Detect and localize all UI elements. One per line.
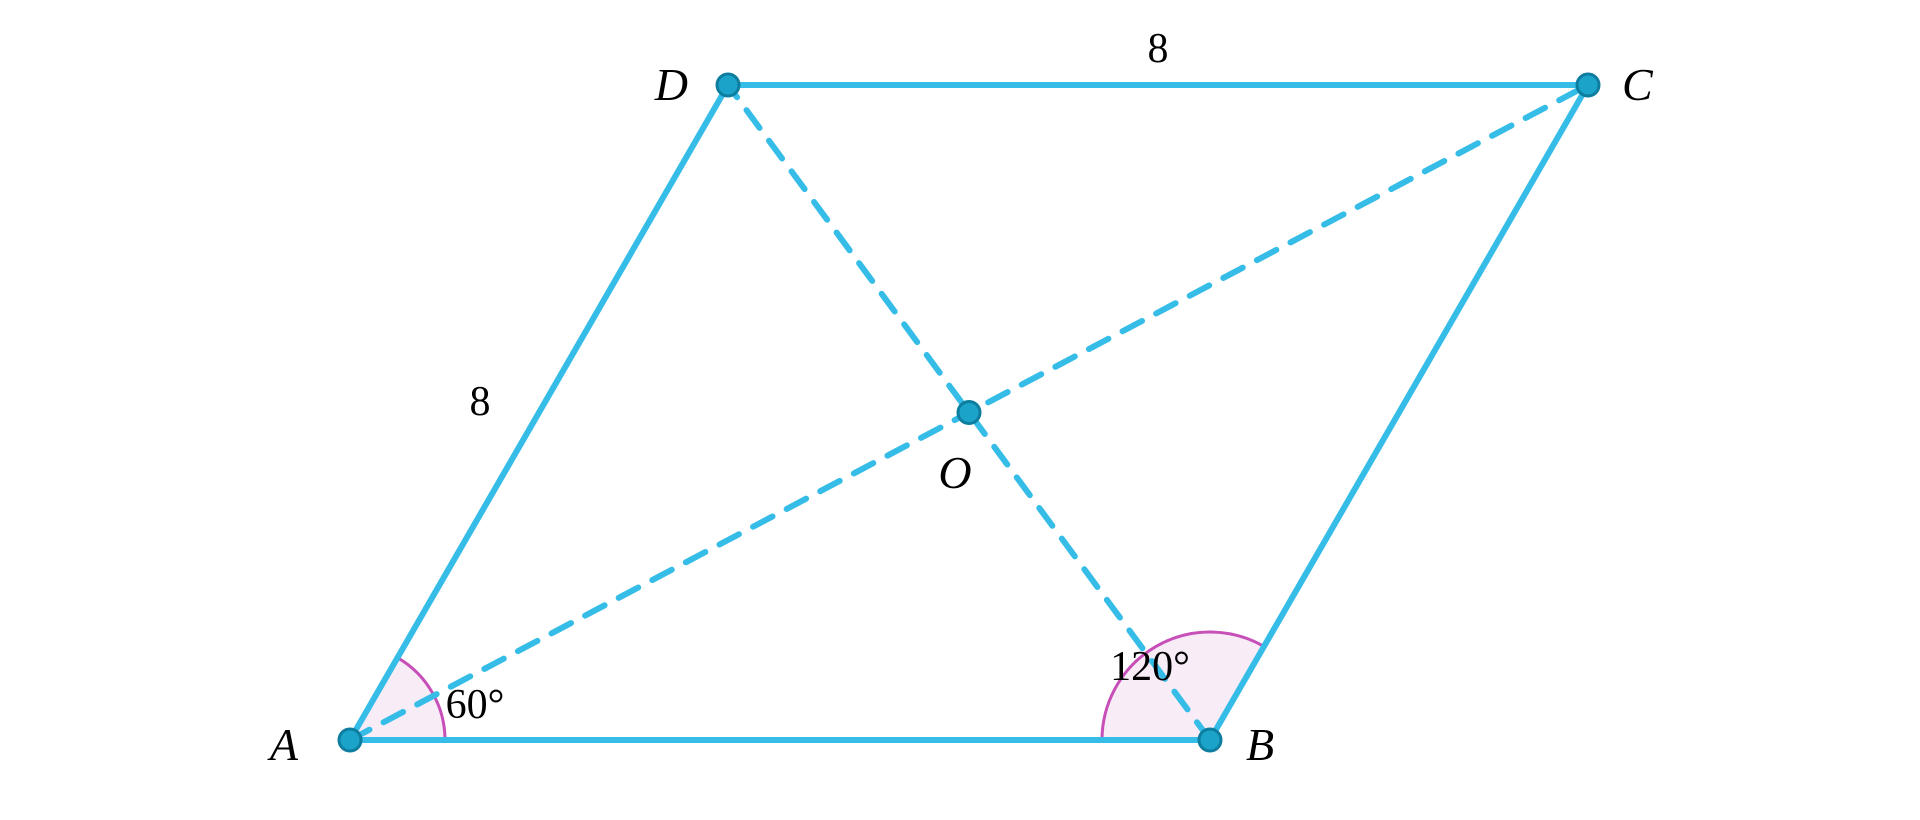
vertex-label-O: O	[938, 447, 971, 498]
vertex-label-C: C	[1622, 59, 1654, 110]
vertex-O	[958, 402, 980, 424]
edge-label-1: 8	[470, 379, 491, 425]
edge-label-0: 8	[1148, 26, 1169, 72]
geometry-diagram: 8 8 A B C D O 60° 120°	[0, 0, 1920, 820]
vertex-A	[339, 729, 361, 751]
vertex-label-D: D	[654, 59, 688, 110]
vertex-label-A: A	[267, 719, 299, 770]
vertex-B	[1199, 729, 1221, 751]
vertex-D	[717, 74, 739, 96]
angle-label-A: 60°	[446, 682, 505, 728]
vertex-C	[1577, 74, 1599, 96]
angle-label-B: 120°	[1110, 644, 1190, 690]
vertex-label-B: B	[1246, 719, 1274, 770]
